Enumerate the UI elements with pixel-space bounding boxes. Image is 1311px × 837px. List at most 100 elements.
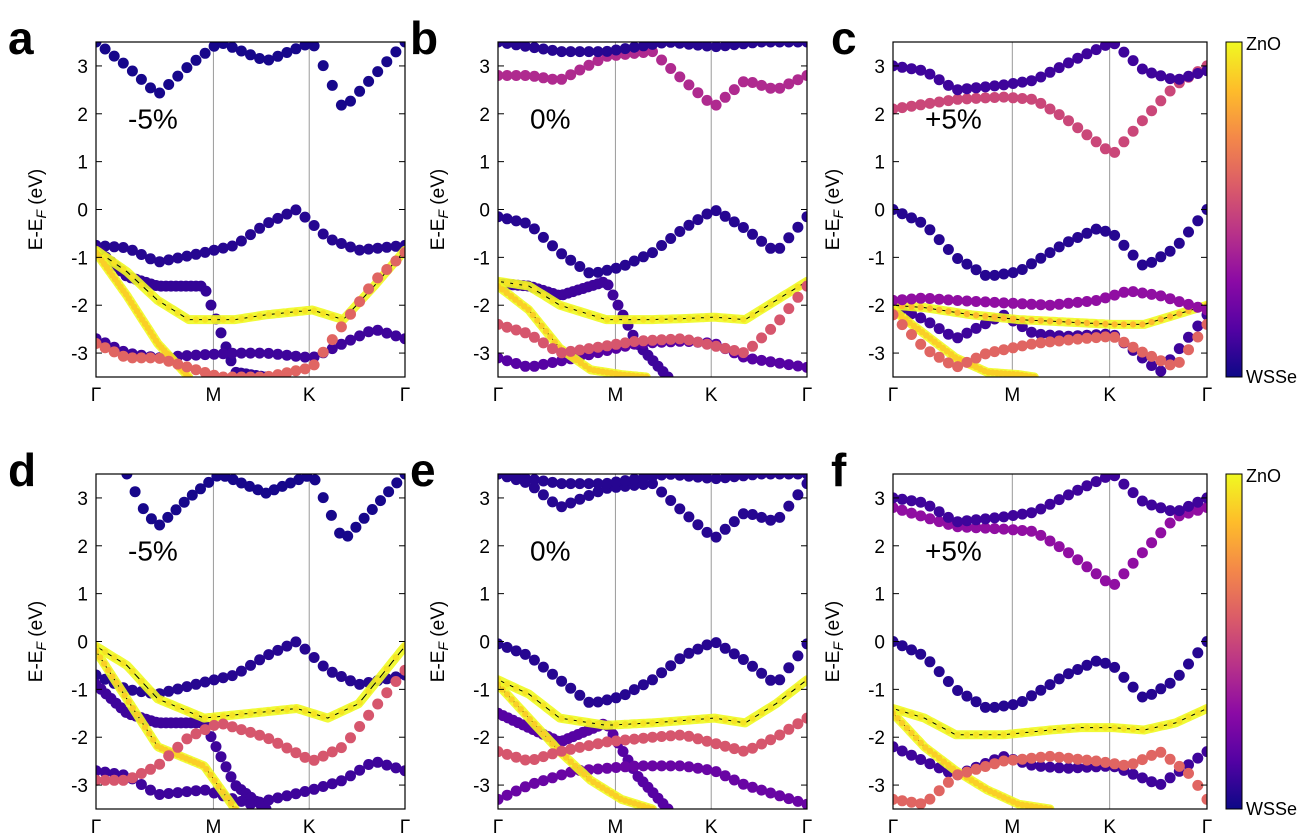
- band-point: [594, 313, 602, 321]
- band-point: [129, 486, 141, 498]
- band-point: [592, 763, 604, 775]
- band-point: [683, 79, 695, 91]
- band-point: [1035, 503, 1047, 515]
- band-point: [111, 259, 118, 266]
- band-point: [192, 316, 200, 323]
- band-point: [342, 530, 354, 542]
- band-point: [101, 660, 108, 667]
- band-point: [163, 788, 175, 799]
- band-point: [254, 729, 266, 741]
- band-point: [292, 705, 300, 712]
- band-point: [519, 474, 531, 484]
- band-point: [737, 222, 749, 233]
- band-point: [498, 681, 502, 688]
- band-point: [125, 698, 132, 705]
- band-point: [963, 310, 971, 318]
- band-vb1: [96, 636, 405, 700]
- band-point: [320, 310, 327, 317]
- band-point: [683, 730, 695, 742]
- band-point: [565, 69, 577, 81]
- band-point: [665, 474, 677, 480]
- band-point: [942, 95, 954, 107]
- band-point: [933, 323, 945, 335]
- band-point: [912, 734, 920, 742]
- band-point: [1192, 647, 1204, 659]
- ytick-label: -3: [71, 344, 88, 365]
- band-point: [737, 347, 749, 359]
- band-point: [710, 42, 722, 53]
- band-point: [683, 647, 695, 659]
- band-point: [1081, 332, 1093, 344]
- band-point: [1136, 547, 1148, 559]
- band-point: [1183, 331, 1194, 343]
- band-point: [1146, 288, 1158, 300]
- band-point: [783, 359, 795, 371]
- band-point: [963, 731, 971, 738]
- band-point: [235, 45, 247, 57]
- band-point: [383, 486, 395, 498]
- band-point: [174, 309, 181, 316]
- band-point: [1109, 758, 1121, 770]
- band-point: [961, 515, 973, 527]
- band-point: [263, 649, 275, 661]
- band-zno1: [498, 276, 807, 325]
- band-point: [619, 337, 631, 349]
- band-point: [906, 100, 917, 112]
- band-point: [538, 322, 545, 329]
- band-point: [933, 516, 945, 528]
- ytick-label: -2: [868, 296, 885, 317]
- band-point: [583, 343, 595, 355]
- band-point: [1109, 474, 1121, 482]
- band-point: [366, 504, 378, 515]
- band-point: [592, 266, 604, 278]
- ytick-label: 1: [77, 585, 88, 606]
- band-point: [1026, 298, 1037, 310]
- band-point: [747, 228, 758, 240]
- band-point: [703, 314, 711, 321]
- band-point: [1120, 321, 1128, 328]
- ytick-label: 1: [874, 153, 885, 174]
- band-point: [906, 507, 917, 519]
- ytick-label: 0: [874, 201, 885, 222]
- band-point: [320, 713, 327, 720]
- band-point: [1063, 668, 1074, 680]
- band-point: [747, 77, 758, 88]
- band-point: [1046, 726, 1054, 734]
- band-point: [765, 514, 777, 526]
- band-point: [299, 751, 311, 763]
- band-point: [210, 741, 222, 753]
- band-point: [1201, 318, 1207, 330]
- band-point: [572, 762, 579, 770]
- band-point: [952, 253, 964, 264]
- band-point: [113, 679, 120, 686]
- band-point: [508, 696, 515, 703]
- xtick-label: M: [608, 385, 624, 406]
- band-point: [165, 700, 172, 707]
- band-point: [254, 53, 266, 64]
- band-point: [1093, 724, 1100, 731]
- band-point: [1099, 143, 1111, 155]
- band-point: [896, 745, 908, 757]
- band-point: [1037, 317, 1045, 324]
- band-point: [1053, 673, 1065, 685]
- band-point: [728, 743, 740, 755]
- panel-letter: d: [8, 444, 36, 496]
- band-point: [1053, 335, 1065, 347]
- band-point: [528, 654, 540, 666]
- band-point: [1007, 297, 1019, 309]
- band-point: [170, 504, 182, 516]
- band-zno2: [893, 708, 1055, 809]
- band-point: [528, 70, 540, 82]
- band-point: [363, 243, 375, 255]
- band-point: [172, 252, 184, 264]
- band-point: [145, 352, 156, 364]
- band-point: [647, 42, 658, 50]
- band-point: [710, 766, 722, 778]
- band-point: [915, 496, 927, 508]
- band-point: [765, 82, 777, 94]
- band-point: [254, 371, 266, 377]
- band-point: [1173, 296, 1185, 308]
- band-point: [903, 724, 911, 732]
- band-point: [952, 332, 964, 344]
- band-point: [372, 242, 384, 254]
